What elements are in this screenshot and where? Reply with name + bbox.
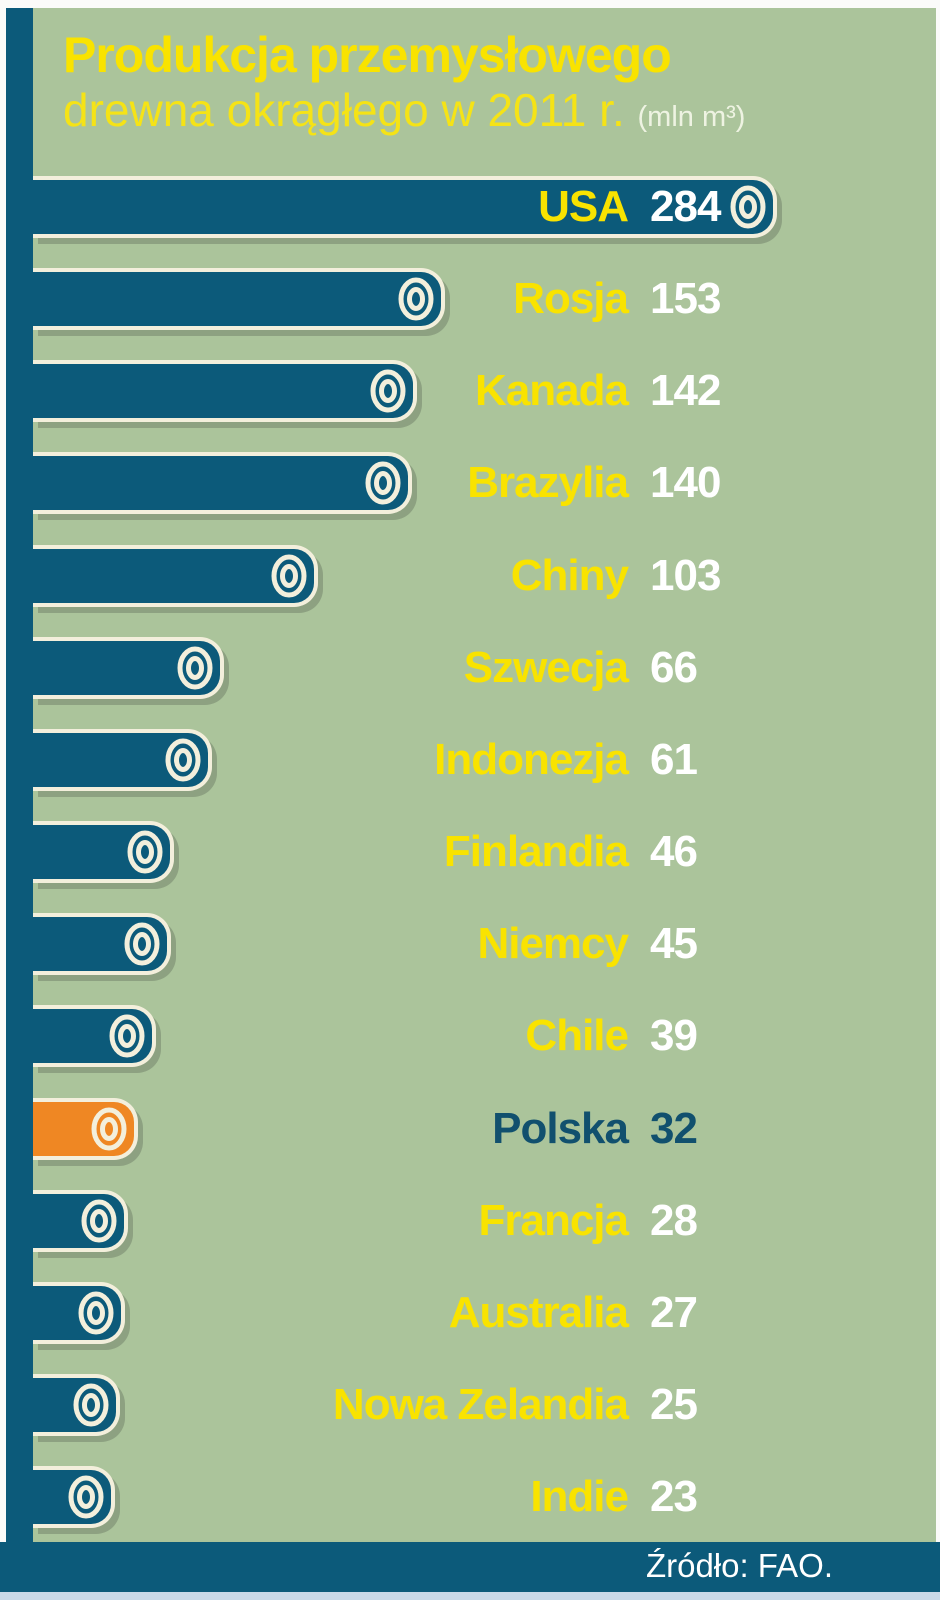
- country-label: USA: [538, 182, 629, 231]
- bar: [33, 1190, 128, 1252]
- value-label: 27: [650, 1288, 698, 1337]
- bar: [33, 545, 318, 607]
- country-label: Niemcy: [477, 919, 629, 968]
- value-label: 61: [650, 735, 698, 784]
- bar: [33, 1374, 120, 1436]
- chart-title: Produkcja przemysłowego: [63, 27, 672, 83]
- value-label: 45: [650, 919, 698, 968]
- log-end-icon: [365, 461, 401, 505]
- bar: [33, 1282, 125, 1344]
- log-end-icon: [109, 1014, 145, 1058]
- value-label: 28: [650, 1196, 698, 1245]
- source-label: Źródło: FAO.: [645, 1547, 833, 1584]
- bar-row: Rosja 153: [33, 268, 940, 330]
- bar-row: Polska 32: [33, 1098, 940, 1160]
- bar-row: Niemcy 45: [33, 913, 940, 975]
- bar: [33, 637, 224, 699]
- bar-row: Brazylia 140: [33, 452, 940, 514]
- value-label: 23: [650, 1472, 698, 1521]
- log-end-icon: [730, 185, 766, 229]
- value-label: 25: [650, 1380, 698, 1429]
- log-end-icon: [127, 830, 163, 874]
- country-label: Indie: [530, 1472, 629, 1521]
- bar-row: Chile 39: [33, 1005, 940, 1067]
- country-label: Francja: [478, 1196, 629, 1245]
- bar: [33, 452, 412, 514]
- country-label: Szwecja: [463, 643, 629, 692]
- country-label: Rosja: [513, 274, 629, 323]
- log-end-icon: [73, 1383, 109, 1427]
- value-label: 142: [650, 366, 721, 415]
- bar: [33, 176, 777, 238]
- bottom-edge-strip: [0, 1592, 940, 1600]
- bar-row: USA 284: [33, 176, 940, 238]
- country-label: Nowa Zelandia: [332, 1380, 629, 1429]
- country-label: Indonezja: [434, 735, 629, 784]
- bar: [33, 360, 417, 422]
- value-label: 39: [650, 1011, 698, 1060]
- left-edge-stripe: [6, 8, 33, 1542]
- value-label: 66: [650, 643, 698, 692]
- log-end-icon: [165, 738, 201, 782]
- log-end-icon: [124, 922, 160, 966]
- bar-row: Australia 27: [33, 1282, 940, 1344]
- log-end-icon: [78, 1291, 114, 1335]
- log-end-icon: [91, 1107, 127, 1151]
- bar: [33, 1098, 138, 1160]
- country-label: Finlandia: [443, 827, 629, 876]
- bar-row: Szwecja 66: [33, 637, 940, 699]
- bar: [33, 729, 212, 791]
- country-label: Kanada: [475, 366, 629, 415]
- country-label: Australia: [448, 1288, 629, 1337]
- bar-row: Indie 23: [33, 1466, 940, 1528]
- bar-row: Francja 28: [33, 1190, 940, 1252]
- country-label: Chiny: [510, 551, 629, 600]
- log-end-icon: [68, 1475, 104, 1519]
- value-label: 153: [650, 274, 721, 323]
- bar-row: Kanada 142: [33, 360, 940, 422]
- bar-row: Nowa Zelandia 25: [33, 1374, 940, 1436]
- value-label: 103: [650, 551, 721, 600]
- value-label: 46: [650, 827, 698, 876]
- chart-title-block: Produkcja przemysłowego drewna okrągłego…: [63, 26, 745, 143]
- bar: [33, 268, 445, 330]
- chart-unit-label: (mln m³): [637, 101, 746, 133]
- bar-row: Finlandia 46: [33, 821, 940, 883]
- bar: [33, 1466, 115, 1528]
- country-label: Brazylia: [467, 458, 629, 507]
- source-footer-bar: Źródło: FAO.: [0, 1542, 940, 1592]
- bar: [33, 821, 174, 883]
- country-label: Chile: [525, 1011, 629, 1060]
- bar-row: Chiny 103: [33, 545, 940, 607]
- log-end-icon: [271, 554, 307, 598]
- value-label: 284: [650, 182, 721, 231]
- value-label: 32: [650, 1104, 698, 1153]
- value-label: 140: [650, 458, 721, 507]
- log-end-icon: [81, 1199, 117, 1243]
- chart-subtitle-text: drewna okrągłego w 2011 r.: [63, 84, 625, 136]
- log-end-icon: [177, 646, 213, 690]
- country-label: Polska: [492, 1104, 629, 1153]
- bar: [33, 913, 171, 975]
- log-end-icon: [398, 277, 434, 321]
- log-end-icon: [370, 369, 406, 413]
- bar: [33, 1005, 156, 1067]
- bar-row: Indonezja 61: [33, 729, 940, 791]
- chart-subtitle: drewna okrągłego w 2011 r. (mln m³): [63, 84, 745, 143]
